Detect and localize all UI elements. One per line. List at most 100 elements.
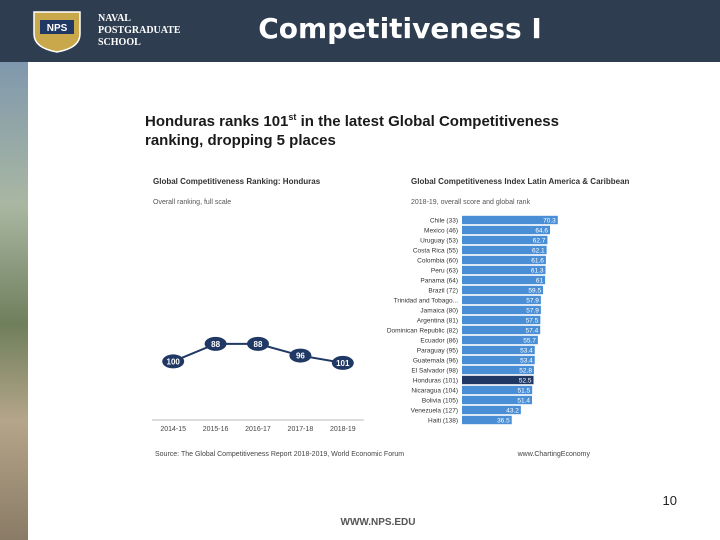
- chart-subtitle: 2018-19, overall score and global rank: [411, 199, 531, 206]
- y-tick-label: Mexico (46): [424, 228, 458, 235]
- point: [289, 348, 312, 363]
- data-label: 57.5: [526, 318, 539, 325]
- data-label: 62.1: [532, 248, 545, 255]
- data-label: 57.4: [526, 328, 539, 335]
- source: Source: The Global Competitiveness Repor…: [155, 451, 404, 458]
- data-label: 52.5: [519, 378, 532, 385]
- data-label: 61: [536, 278, 544, 285]
- data-label: 51.5: [518, 388, 531, 395]
- logo-line: POSTGRADUATE: [98, 25, 181, 36]
- x-tick-label: 2017-18: [288, 426, 314, 433]
- point: [247, 336, 269, 351]
- data-label: 70.3: [543, 218, 556, 225]
- bar: [462, 395, 533, 405]
- logo-text: NAVAL POSTGRADUATE SCHOOL: [98, 13, 181, 49]
- bar: [462, 355, 535, 365]
- bar: [462, 405, 521, 415]
- logo-line: SCHOOL: [98, 37, 141, 48]
- headline-text: in the latest Global Competitiveness ran…: [145, 113, 559, 149]
- data-label: 55.7: [523, 338, 536, 345]
- bar: [462, 285, 544, 295]
- data-label: 51.4: [517, 398, 530, 405]
- y-tick-label: Haiti (138): [428, 418, 458, 425]
- bar: [462, 385, 533, 395]
- data-label: 96: [296, 352, 305, 361]
- chart-title: Global Competitiveness Ranking: Honduras: [153, 177, 321, 186]
- x-tick-label: 2014-15: [160, 426, 186, 433]
- bar: [462, 365, 534, 375]
- bar: [462, 335, 538, 345]
- chart-subtitle: Overall ranking, full scale: [153, 199, 231, 206]
- y-tick-label: Brazil (72): [428, 288, 458, 295]
- bar: [462, 315, 541, 325]
- data-label: 53.4: [520, 358, 533, 365]
- y-tick-label: Panama (64): [420, 278, 458, 285]
- x-tick-label: 2016-17: [245, 426, 271, 433]
- y-tick-label: Paraguay (95): [417, 348, 458, 355]
- data-label: 64.6: [535, 228, 548, 235]
- header-bar: [0, 0, 720, 62]
- y-tick-label: Peru (63): [431, 268, 458, 275]
- data-label: 62.7: [533, 238, 546, 245]
- point: [204, 336, 227, 351]
- bar: [462, 295, 541, 305]
- y-tick-label: Nicaragua (104): [411, 388, 458, 395]
- y-tick-label: Colombia (60): [417, 258, 458, 265]
- data-label: 43.2: [506, 408, 519, 415]
- y-tick-label: Uruguay (53): [420, 238, 458, 245]
- y-tick-label: Dominican Republic (82): [387, 328, 458, 335]
- y-tick-label: Costa Rica (55): [413, 248, 458, 255]
- y-tick-label: Venezuela (127): [411, 408, 458, 415]
- photo-strip: [0, 62, 28, 540]
- logo-badge: NPS: [33, 11, 81, 53]
- y-tick-label: Argentina (81): [417, 318, 458, 325]
- y-tick-label: Chile (33): [430, 218, 458, 225]
- data-label: 88: [211, 340, 220, 349]
- footer: WWW.NPS.EDU: [341, 517, 416, 528]
- data-label: 36.5: [497, 418, 510, 425]
- data-label: 88: [254, 340, 263, 349]
- headline-superscript: st: [288, 112, 297, 122]
- bar: [462, 255, 546, 265]
- point: [331, 355, 354, 370]
- bar: [462, 235, 548, 245]
- headline-text: Honduras ranks 101: [145, 113, 289, 130]
- data-label: 52.8: [519, 368, 532, 375]
- y-tick-label: Trinidad and Tobago...: [394, 298, 459, 305]
- bar: [462, 275, 546, 285]
- data-label: 59.5: [528, 288, 541, 295]
- y-tick-label: Guatemala (96): [413, 358, 458, 365]
- bar: [462, 325, 541, 335]
- y-tick-label: Honduras (101): [413, 378, 458, 385]
- headline: Honduras ranks 101st in the latest Globa…: [145, 108, 565, 150]
- y-tick-label: Jamaica (80): [420, 308, 458, 315]
- y-tick-label: Bolivia (105): [422, 398, 458, 405]
- data-label: 57.9: [526, 298, 539, 305]
- data-label: 53.4: [520, 348, 533, 355]
- data-label: 100: [167, 357, 181, 366]
- bar: [462, 245, 547, 255]
- x-tick-label: 2018-19: [330, 426, 356, 433]
- bar: [462, 265, 546, 275]
- slide-title: Competitiveness I: [258, 12, 542, 45]
- point: [162, 354, 185, 369]
- data-label: 61.6: [531, 258, 544, 265]
- bar: [462, 305, 541, 315]
- data-label: 101: [336, 359, 350, 368]
- bar: [462, 375, 534, 385]
- page-number: 10: [663, 493, 677, 508]
- svg-text:NPS: NPS: [47, 23, 68, 34]
- bar: [462, 215, 558, 225]
- x-tick-label: 2015-16: [203, 426, 229, 433]
- bar: [462, 225, 551, 235]
- bar: [462, 415, 512, 425]
- y-tick-label: Ecuador (86): [420, 338, 458, 345]
- logo-line: NAVAL: [98, 13, 131, 24]
- chart-title: Global Competitiveness Index Latin Ameri…: [411, 177, 630, 186]
- bar: [462, 345, 535, 355]
- data-label: 61.3: [531, 268, 544, 275]
- y-tick-label: El Salvador (98): [411, 368, 458, 375]
- data-label: 57.9: [526, 308, 539, 315]
